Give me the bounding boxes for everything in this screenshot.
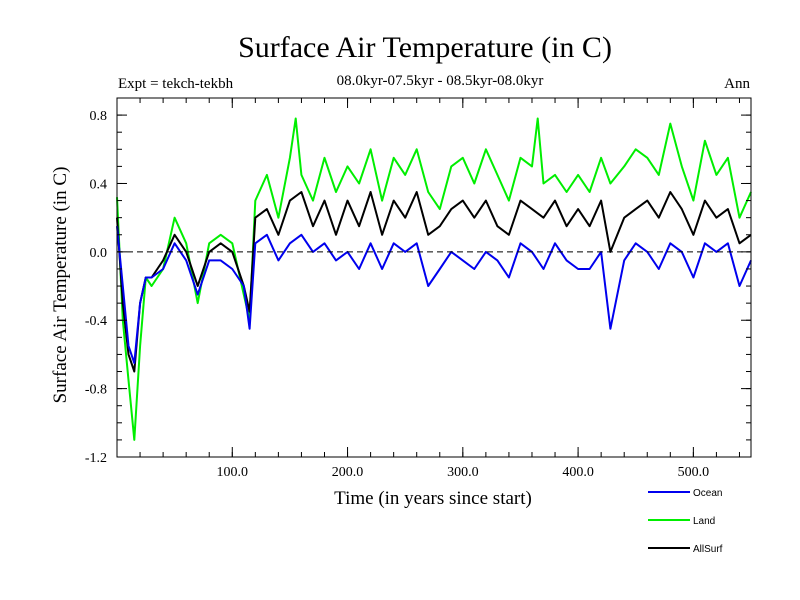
y-tick-label: 0.0 <box>90 246 108 261</box>
legend: Ocean Land AllSurf <box>648 488 723 555</box>
x-tick-label: 300.0 <box>447 465 479 480</box>
chart-subtitle: 08.0kyr-07.5kyr - 08.5kyr-08.0kyr <box>337 73 544 89</box>
x-axis-label: Time (in years since start) <box>334 488 532 509</box>
y-tick-label: -0.8 <box>85 383 107 398</box>
legend-label-land: Land <box>693 516 715 527</box>
axes-layer: 100.0 200.0 300.0 400.0 500.0 0.8 0.4 0.0 -0.4 -0… <box>85 97 752 480</box>
x-tick-label: 200.0 <box>332 465 364 480</box>
series-layer <box>116 117 752 441</box>
season-label: Ann <box>724 76 750 92</box>
legend-label-allsurf: AllSurf <box>693 544 723 555</box>
series-line-ocean <box>116 226 752 364</box>
x-tick-label: 400.0 <box>562 465 594 480</box>
plot-frame <box>116 97 752 458</box>
x-tick-label: 500.0 <box>678 465 710 480</box>
series-line-land <box>116 117 752 441</box>
legend-label-ocean: Ocean <box>693 488 722 499</box>
x-tick-label: 100.0 <box>217 465 249 480</box>
y-tick-label: 0.4 <box>90 177 108 192</box>
experiment-label: Expt = tekch-tekbh <box>118 76 234 92</box>
y-tick-label: -1.2 <box>85 451 107 466</box>
chart-title: Surface Air Temperature (in C) <box>238 31 612 64</box>
y-tick-label: -0.4 <box>85 314 107 329</box>
y-axis-label: Surface Air Temperature (in C) <box>50 167 71 404</box>
series-line-allsurf <box>116 191 752 373</box>
y-tick-label: 0.8 <box>90 109 108 124</box>
